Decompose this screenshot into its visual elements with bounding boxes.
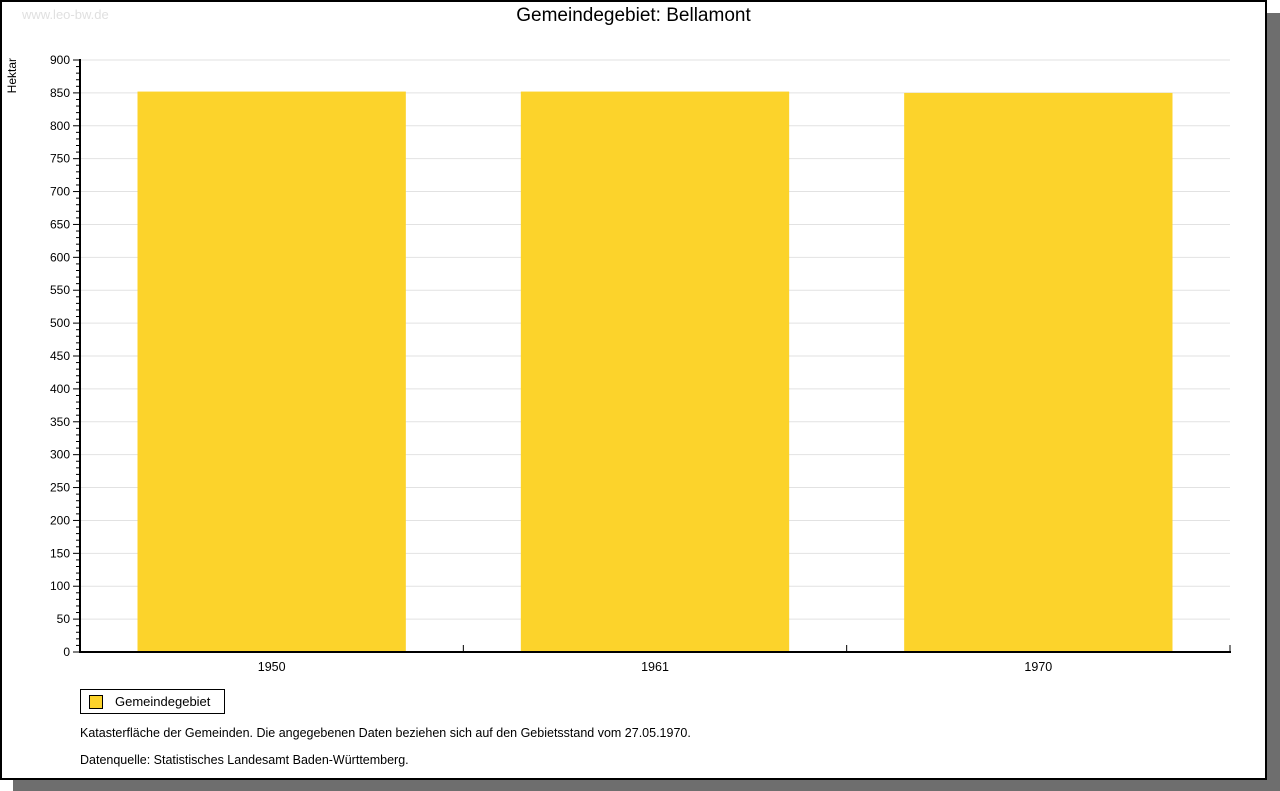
y-tick-label: 650 xyxy=(50,217,70,231)
legend: Gemeindegebiet xyxy=(80,689,226,714)
x-tick-label: 1950 xyxy=(258,660,286,674)
y-tick-label: 200 xyxy=(50,513,70,527)
y-tick-label: 750 xyxy=(50,152,70,166)
x-tick-label: 1961 xyxy=(641,660,669,674)
y-tick-label: 350 xyxy=(50,415,70,429)
legend-label: Gemeindegebiet xyxy=(115,694,211,709)
y-tick-label: 600 xyxy=(50,250,70,264)
y-tick-label: 50 xyxy=(57,612,71,626)
watermark: www.leo-bw.de xyxy=(22,7,109,22)
legend-swatch xyxy=(89,694,103,709)
y-tick-label: 150 xyxy=(50,546,70,560)
footnote-data-source: Datenquelle: Statistisches Landesamt Bad… xyxy=(80,753,409,767)
y-tick-label: 250 xyxy=(50,481,70,495)
y-tick-label: 800 xyxy=(50,119,70,133)
y-tick-label: 100 xyxy=(50,579,70,593)
bar-1961 xyxy=(520,91,790,652)
chart-frame: www.leo-bw.de Gemeindegebiet: Bellamont … xyxy=(0,0,1267,780)
x-tick-label: 1970 xyxy=(1024,660,1052,674)
y-tick-label: 300 xyxy=(50,448,70,462)
y-tick-label: 400 xyxy=(50,382,70,396)
bar-chart: 0 50 100 150 200 250 300 350 400 450 500 550 600 650 7… xyxy=(50,53,1231,674)
y-tick-label: 450 xyxy=(50,349,70,363)
y-tick-label: 850 xyxy=(50,86,70,100)
y-tick-label: 700 xyxy=(50,185,70,199)
bar-1950 xyxy=(137,91,406,652)
page-title: Gemeindegebiet: Bellamont xyxy=(516,5,751,26)
y-tick-label: 0 xyxy=(63,645,70,659)
y-tick-label: 900 xyxy=(50,53,70,67)
y-tick-label: 500 xyxy=(50,316,70,330)
y-tick-label: 550 xyxy=(50,283,70,297)
bar-1970 xyxy=(904,92,1173,652)
footnote-source-note: Katasterfläche der Gemeinden. Die angege… xyxy=(80,726,691,740)
